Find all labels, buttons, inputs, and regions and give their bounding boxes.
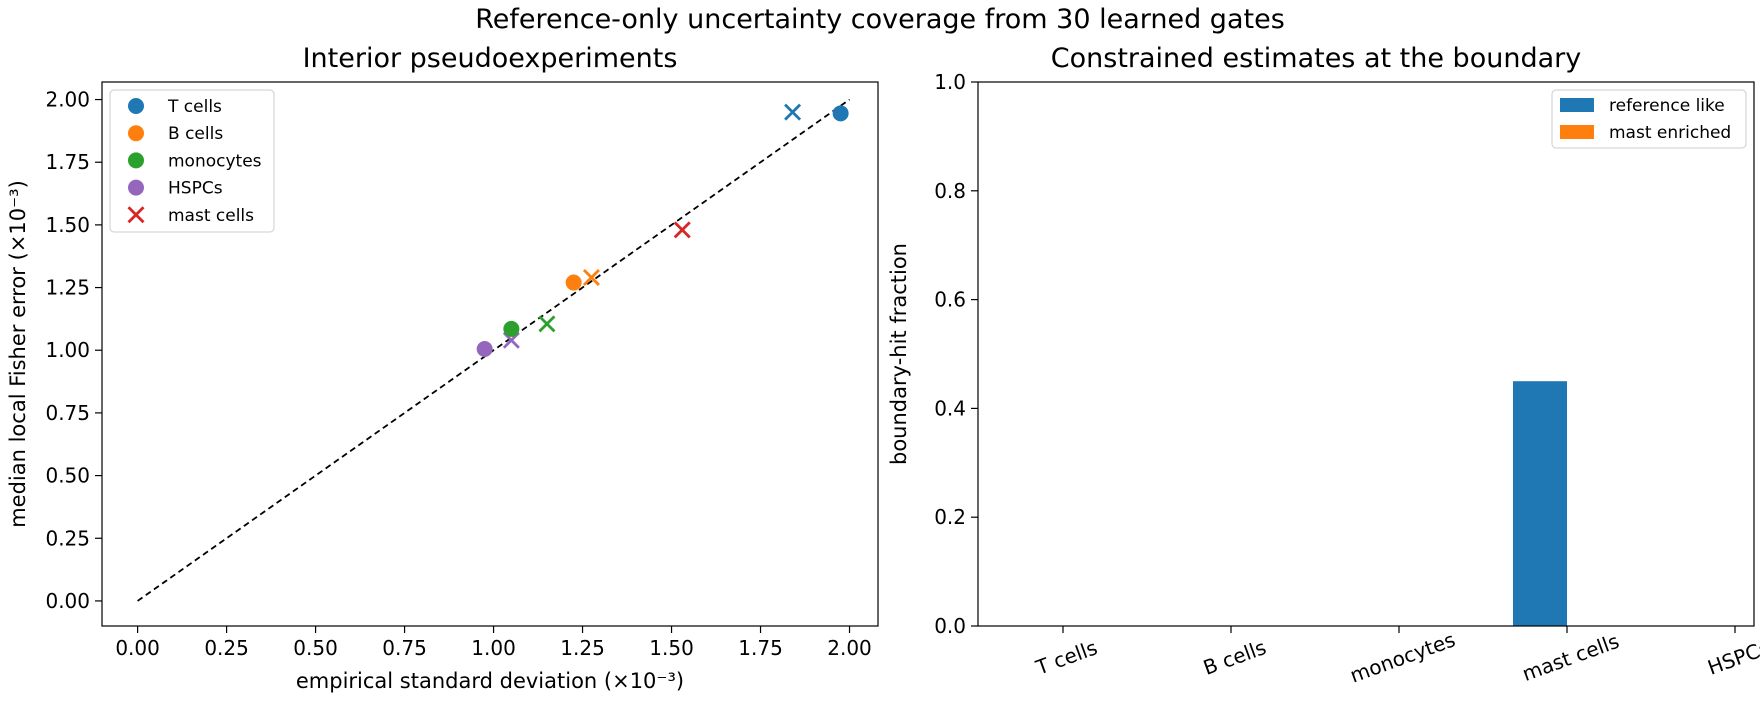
bar-xtick-label: B cells [1200,635,1269,680]
legend-label: mast enriched [1609,123,1731,143]
scatter-ytick-label: 0.50 [45,464,90,488]
bar-ytick-label: 0.2 [934,505,966,529]
scatter-ytick-label: 0.25 [45,526,90,550]
scatter-point-x [582,269,600,287]
scatter-xtick-label: 1.25 [560,636,605,660]
bar-title: Constrained estimates at the boundary [1051,43,1581,74]
bar-axes-frame [977,81,1755,627]
legend-swatch [1560,125,1594,139]
scatter-marks [476,103,849,357]
bar-marks [1513,381,1567,626]
scatter-ytick-label: 1.50 [45,213,90,237]
legend-marker [128,179,144,196]
scatter-legend-box [109,89,275,233]
scatter-axes-frame [101,81,879,627]
legend-label: mast cells [168,206,254,226]
scatter-ytick-label: 1.00 [45,338,90,362]
bar-ytick-label: 0.8 [934,179,966,203]
scatter-ylabel: median local Fisher error (×10⁻³) [6,180,30,528]
bar-legend-box [1551,89,1747,149]
bar-xtick-label: T cells [1032,635,1101,680]
scatter-xtick-label: 0.00 [115,636,160,660]
scatter-xtick-label: 1.00 [471,636,516,660]
scatter-point [503,320,520,337]
scatter-point [565,274,582,291]
legend-label: HSPCs [168,179,223,199]
legend-marker [127,206,145,224]
bar-ytick-label: 0.4 [934,396,966,420]
reference-diagonal-line [137,98,851,602]
scatter-point-x [502,331,520,349]
bar-legend: reference like mast enriched [1551,89,1747,149]
legend-marker [128,152,144,169]
scatter-ytick-label: 0.75 [45,401,90,425]
scatter-xtick-label: 0.50 [293,636,338,660]
scatter-legend: T cells B cells monocytes HSPCs mast cells [109,89,275,233]
bar [1513,381,1567,626]
scatter-xtick-label: 0.75 [382,636,427,660]
scatter-xtick-label: 0.25 [204,636,249,660]
legend-marker [128,125,144,142]
scatter-ytick-label: 1.75 [45,150,90,174]
scatter-xtick-label: 2.00 [827,636,872,660]
bar-xtick-label: HSPCs [1704,635,1760,680]
legend-swatch [1560,98,1594,112]
bar-xtick-label: monocytes [1347,627,1459,687]
scatter-ticks: 0.00 0.25 0.50 0.75 1.00 1.25 1.50 1.75 2.00 0.00… [45,88,871,660]
bar-ticks: 0.0 0.2 0.4 0.6 0.8 1.0 T cells B cells monocyte… [934,70,1760,688]
bar-ytick-label: 0.0 [934,614,966,638]
bar-xtick-label: mast cells [1519,629,1622,686]
scatter-ytick-label: 2.00 [45,88,90,112]
scatter-point [476,340,493,357]
scatter-xtick-label: 1.50 [649,636,694,660]
legend-label: B cells [168,124,223,144]
reference-line-group [137,98,851,602]
legend-marker [128,98,144,114]
scatter-ytick-label: 1.25 [45,276,90,300]
scatter-point-x [538,315,556,333]
scatter-point [832,105,849,122]
scatter-point-x [673,221,691,239]
scatter-ytick-label: 0.00 [45,589,90,613]
scatter-xlabel: empirical standard deviation (×10⁻³) [296,669,684,693]
figure-suptitle: Reference-only uncertainty coverage from… [475,4,1285,35]
legend-label: reference like [1609,96,1725,116]
scatter-xtick-label: 1.75 [738,636,783,660]
legend-label: T cells [167,97,222,117]
bar-ytick-label: 0.6 [934,288,966,312]
scatter-point-x [784,103,802,121]
bar-ytick-label: 1.0 [934,70,966,94]
scatter-title: Interior pseudoexperiments [303,43,678,74]
bar-ylabel: boundary-hit fraction [887,243,911,465]
legend-label: monocytes [168,151,262,171]
bar-panel: Constrained estimates at the boundary 0.… [887,43,1760,688]
scatter-panel: Interior pseudoexperiments 0.00 0.25 0.50 0… [6,43,879,693]
